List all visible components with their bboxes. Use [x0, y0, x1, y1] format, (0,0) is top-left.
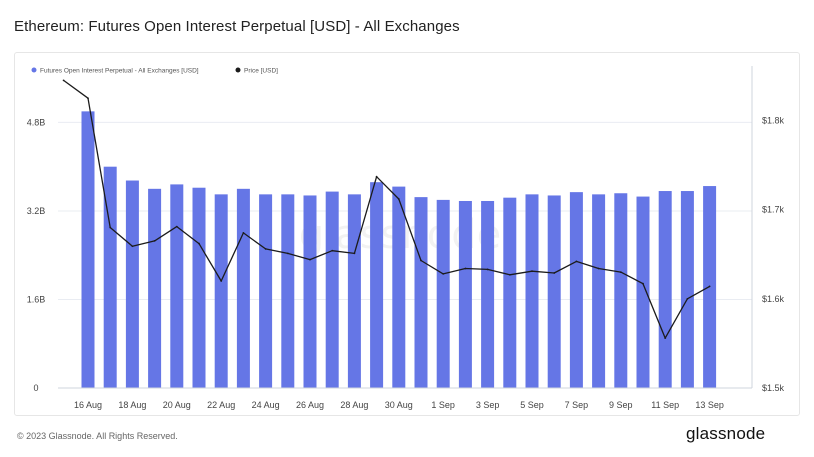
- oi-bar: [370, 182, 384, 388]
- oi-bar: [614, 193, 628, 388]
- price-point: [353, 252, 356, 255]
- legend-marker-open-interest: [31, 67, 37, 73]
- price-point: [686, 297, 689, 300]
- price-point: [131, 245, 134, 248]
- price-point: [242, 231, 245, 234]
- x-tick-label: 3 Sep: [476, 400, 500, 410]
- legend-label-price: Price [USD]: [244, 68, 278, 75]
- price-point: [486, 268, 489, 271]
- axes: 0 1.6B 3.2B 4.8B $1.5k $1.6k $1.7k $1.8k 16 Aug 1…: [27, 66, 785, 410]
- price-point: [597, 267, 600, 270]
- oi-bar: [192, 187, 206, 388]
- x-tick-label: 28 Aug: [340, 400, 368, 410]
- oi-bar: [592, 194, 606, 388]
- oi-bar: [436, 199, 450, 388]
- oi-bar: [636, 196, 650, 388]
- x-tick-label: 24 Aug: [252, 400, 280, 410]
- y-right-tick-label: $1.7k: [762, 205, 785, 215]
- price-point: [642, 282, 644, 285]
- oi-bar: [503, 197, 517, 388]
- x-tick-label: 7 Sep: [565, 400, 589, 410]
- price-point: [464, 267, 467, 270]
- oi-bar: [414, 197, 428, 388]
- price-point: [420, 259, 422, 262]
- oi-bar: [680, 191, 694, 388]
- x-tick-label: 11 Sep: [651, 400, 679, 410]
- x-tick-label: 18 Aug: [118, 400, 146, 410]
- price-point: [62, 79, 65, 82]
- price-point: [220, 280, 223, 282]
- oi-bar: [103, 166, 117, 388]
- x-tick-label: 13 Sep: [695, 400, 724, 410]
- oi-bar: [236, 188, 250, 388]
- legend-label-open-interest: Futures Open Interest Perpetual - All Ex…: [40, 68, 199, 75]
- oi-bar: [303, 195, 317, 388]
- price-point: [375, 175, 378, 178]
- y-left-tick-label: 4.8B: [27, 117, 46, 127]
- oi-bar: [658, 191, 672, 388]
- price-line: [63, 79, 710, 339]
- oi-bar: [547, 195, 561, 388]
- y-right-tick-label: $1.5k: [762, 383, 785, 393]
- x-tick-label: 20 Aug: [163, 400, 191, 410]
- x-tick-label: 16 Aug: [74, 400, 102, 410]
- legend-marker-price: [235, 67, 241, 73]
- price-point: [708, 285, 711, 288]
- price-point: [397, 198, 400, 200]
- oi-bar: [458, 200, 472, 388]
- price-point: [331, 249, 334, 252]
- copyright-text: © 2023 Glassnode. All Rights Reserved.: [17, 431, 178, 441]
- oi-bar: [81, 111, 95, 388]
- price-line-series: [62, 79, 711, 339]
- y-left-tick-label: 3.2B: [27, 206, 46, 216]
- bar-series: [81, 111, 717, 388]
- oi-bar: [214, 194, 228, 388]
- price-point: [109, 226, 112, 229]
- price-point: [553, 272, 556, 274]
- price-point: [309, 258, 311, 261]
- price-point: [153, 239, 156, 242]
- oi-bar: [325, 191, 339, 388]
- legend: Futures Open Interest Perpetual - All Ex…: [31, 67, 278, 75]
- price-point: [264, 248, 267, 250]
- x-tick-label: 22 Aug: [207, 400, 235, 410]
- price-point: [664, 337, 667, 339]
- price-point: [198, 242, 200, 245]
- price-point: [175, 225, 178, 228]
- glassnode-logo: glassnode: [686, 424, 766, 443]
- x-tick-label: 30 Aug: [385, 400, 413, 410]
- oi-bar: [347, 194, 361, 388]
- y-left-tick-label: 1.6B: [27, 294, 46, 304]
- x-tick-label: 5 Sep: [520, 400, 544, 410]
- price-point: [575, 260, 578, 263]
- y-left-tick-label: 0: [33, 383, 38, 393]
- x-tick-label: 1 Sep: [431, 400, 455, 410]
- oi-bar: [148, 188, 162, 388]
- x-tick-label: 26 Aug: [296, 400, 324, 410]
- price-point: [619, 271, 622, 273]
- price-point: [508, 273, 511, 276]
- price-point: [442, 272, 445, 275]
- oi-bar: [569, 192, 583, 388]
- price-point: [531, 270, 533, 273]
- oi-bar: [259, 194, 273, 388]
- price-point: [87, 97, 89, 100]
- oi-bar: [170, 184, 184, 388]
- oi-bar: [281, 194, 295, 388]
- oi-bar: [525, 194, 539, 388]
- chart-title: Ethereum: Futures Open Interest Perpetua…: [14, 18, 460, 35]
- x-tick-label: 9 Sep: [609, 400, 633, 410]
- oi-bar: [125, 180, 139, 388]
- y-right-tick-label: $1.8k: [762, 116, 785, 126]
- oi-bar: [481, 200, 495, 388]
- price-point: [286, 252, 289, 255]
- oi-bar: [392, 186, 406, 388]
- y-right-tick-label: $1.6k: [762, 294, 785, 304]
